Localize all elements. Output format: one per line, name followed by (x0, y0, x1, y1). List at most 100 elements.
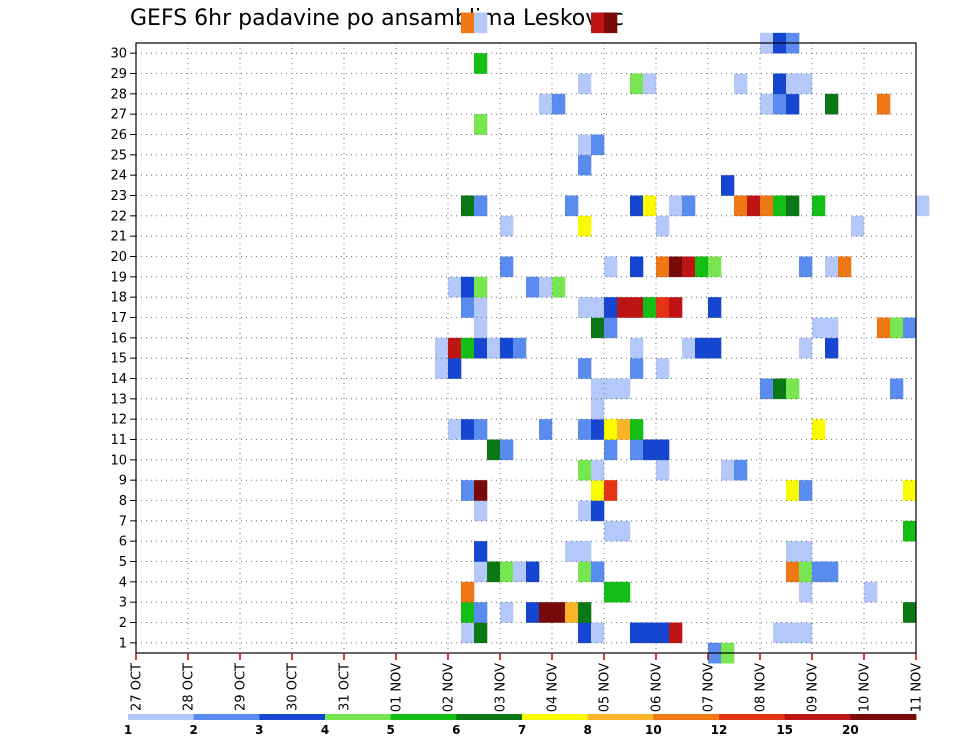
heatmap-cell (591, 12, 605, 34)
y-tick-label: 13 (110, 392, 127, 407)
heatmap-cell (474, 337, 488, 359)
legend-swatch (850, 714, 917, 720)
y-tick-label: 29 (110, 67, 127, 82)
heatmap-cell (578, 215, 592, 237)
heatmap-cell (500, 602, 514, 623)
heatmap-cell (487, 561, 501, 583)
heatmap-cell (539, 419, 553, 440)
heatmap-cell (435, 337, 449, 359)
heatmap-cell (474, 622, 488, 644)
legend-label: 12 (711, 723, 728, 737)
heatmap-cell (448, 276, 462, 298)
heatmap-cell (812, 317, 826, 339)
heatmap-cell (617, 520, 631, 542)
x-axis: 27 OCT 28 OCT 29 OCT 30 OCT 31 OCT 01 NOV 02 N… (130, 653, 925, 712)
legend-swatch (193, 714, 260, 720)
x-tick-label: 28 OCT (182, 663, 197, 711)
heatmap-cell (734, 459, 748, 481)
heatmap-cell (656, 256, 670, 278)
heatmap-cell (799, 256, 813, 278)
heatmap-cell (643, 73, 657, 95)
heatmap-cell (682, 337, 696, 359)
heatmap-cell (604, 12, 618, 34)
heatmap-cell (656, 622, 670, 644)
y-tick-label: 14 (110, 372, 127, 387)
heatmap-cell (474, 419, 488, 440)
legend-label: 7 (518, 723, 526, 737)
heatmap-cell (799, 541, 813, 562)
y-tick-label: 26 (110, 128, 127, 143)
heatmap-cell (708, 297, 722, 318)
legend-swatch (653, 714, 720, 720)
heatmap-cell (903, 480, 917, 501)
y-tick-label: 1 (119, 636, 127, 651)
heatmap-cell (708, 256, 722, 278)
y-tick-label: 2 (119, 616, 127, 631)
heatmap-cell (786, 93, 800, 115)
y-tick-label: 12 (110, 413, 127, 428)
heatmap-cell (578, 622, 592, 644)
heatmap-cell (552, 276, 566, 298)
heatmap-cell (799, 561, 813, 583)
x-tick-label: 11 NOV (910, 663, 925, 712)
heatmap-cell (604, 520, 618, 542)
x-tick-label: 08 NOV (754, 663, 769, 712)
heatmap-cell (877, 317, 891, 339)
heatmap-cell (461, 12, 475, 34)
heatmap-cell (500, 561, 514, 583)
heatmap-cell (786, 195, 800, 217)
heatmap-cell (890, 378, 904, 400)
heatmap-cell (448, 337, 462, 359)
heatmap-cell (734, 73, 748, 95)
heatmap-cell (578, 358, 592, 379)
heatmap-cell (630, 622, 644, 644)
x-tick-label: 27 OCT (130, 663, 145, 711)
legend-label: 1 (124, 723, 132, 737)
heatmap-cell (617, 581, 631, 603)
heatmap-cell (708, 337, 722, 359)
y-tick-label: 18 (110, 291, 127, 306)
heatmap-cell (760, 378, 774, 400)
x-tick-label: 10 NOV (858, 663, 873, 712)
heatmap-cell (539, 93, 553, 115)
heatmap-cell (591, 459, 605, 481)
x-tick-label: 07 NOV (702, 663, 717, 712)
heatmap-cell (578, 459, 592, 481)
heatmap-cell (669, 256, 683, 278)
heatmap-cell (526, 561, 540, 583)
heatmap-cell (591, 622, 605, 644)
heatmap-cell (448, 358, 462, 379)
legend-swatch (456, 714, 523, 720)
heatmap-cell (630, 195, 644, 217)
heatmap-cell (591, 500, 605, 522)
heatmap-cells (435, 12, 930, 664)
heatmap-cell (552, 602, 566, 623)
heatmap-cell (864, 581, 878, 603)
heatmap-cell (474, 500, 488, 522)
heatmap-cell (916, 195, 930, 217)
y-tick-label: 24 (110, 169, 127, 184)
legend-swatch (259, 714, 326, 720)
heatmap-cell (695, 256, 709, 278)
heatmap-cell (786, 561, 800, 583)
x-tick-label: 30 OCT (286, 663, 301, 711)
heatmap-cell (461, 602, 475, 623)
heatmap-cell (461, 337, 475, 359)
y-tick-label: 28 (110, 87, 127, 102)
heatmap-cell (565, 602, 579, 623)
heatmap-cell (630, 419, 644, 440)
heatmap-cell (799, 480, 813, 501)
heatmap-cell (773, 195, 787, 217)
y-tick-label: 27 (110, 108, 127, 123)
legend-swatch (128, 714, 195, 720)
heatmap-cell (786, 378, 800, 400)
heatmap-cell (669, 297, 683, 318)
legend-label: 4 (321, 723, 329, 737)
legend-label: 6 (452, 723, 460, 737)
heatmap-cell (825, 93, 839, 115)
heatmap-cell (474, 541, 488, 562)
heatmap-cell (773, 622, 787, 644)
heatmap-cell (656, 297, 670, 318)
heatmap-cell (643, 439, 657, 461)
